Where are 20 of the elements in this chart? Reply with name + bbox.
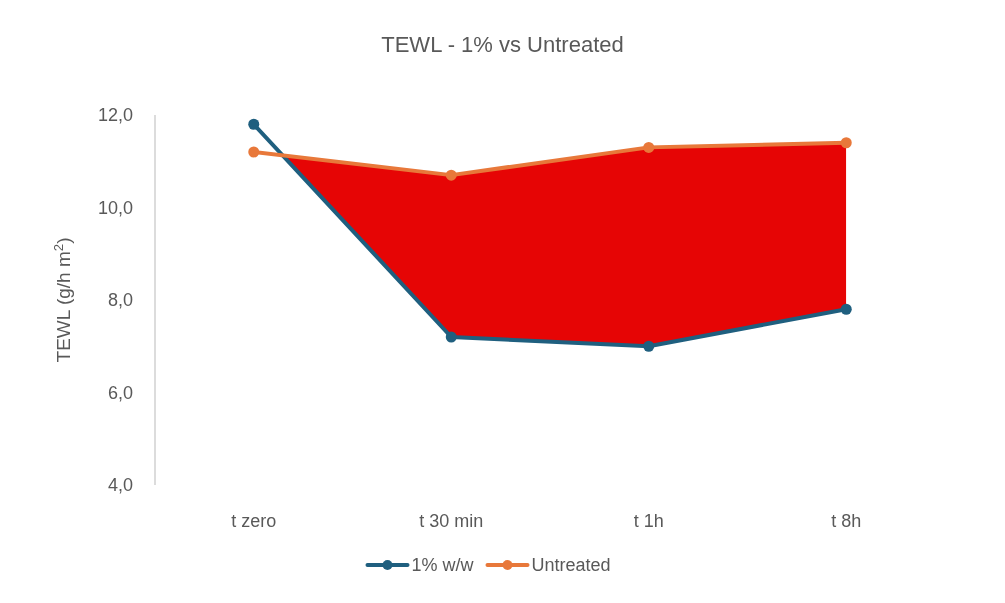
point: [445, 331, 457, 343]
chart-title: TEWL - 1% vs Untreated: [381, 32, 624, 57]
point: [445, 169, 457, 181]
x-tick-label: t 30 min: [419, 511, 484, 531]
y-tick-label: 6,0: [107, 382, 133, 403]
point: [840, 303, 852, 315]
point: [248, 118, 260, 130]
legend-label: Untreated: [531, 555, 611, 576]
point: [840, 137, 852, 149]
x-tick-label: t 8h: [831, 511, 862, 531]
y-tick-label: 12,0: [97, 105, 133, 126]
x-tick-label: t zero: [231, 511, 277, 531]
x-tick-label: t 1h: [633, 511, 664, 531]
y-tick-label: 8,0: [107, 290, 133, 311]
point: [643, 340, 655, 352]
y-tick-label: 4,0: [107, 475, 133, 496]
point: [643, 141, 655, 153]
point: [248, 146, 260, 158]
legend-label: 1% w/w: [411, 555, 475, 576]
y-tick-label: 10,0: [97, 197, 133, 218]
